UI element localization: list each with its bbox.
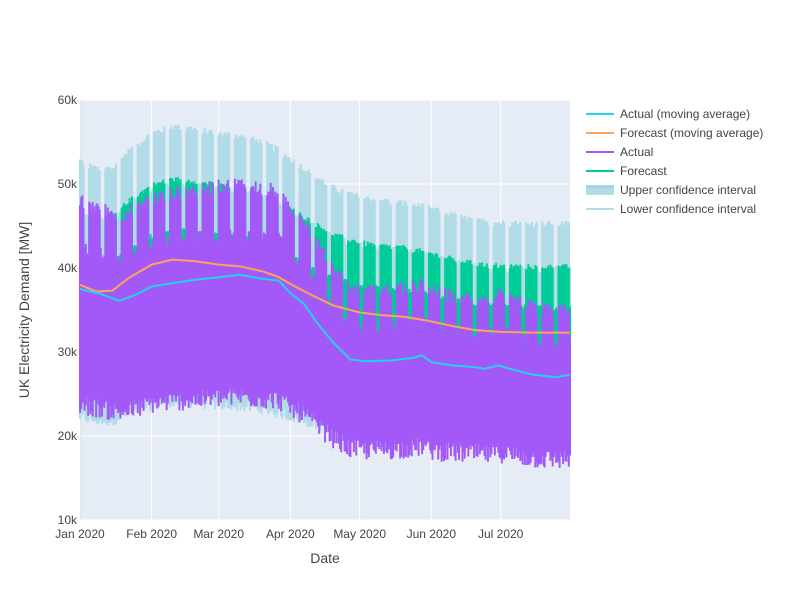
x-tick-label: Jul 2020 [478,527,524,541]
x-tick-label: Feb 2020 [126,527,177,541]
y-tick-label: 20k [58,429,78,443]
x-tick-label: Apr 2020 [266,527,315,541]
y-tick-label: 40k [58,261,78,275]
legend-label: Upper confidence interval [620,183,756,197]
legend-label: Forecast (moving average) [620,126,763,140]
x-tick-label: Jan 2020 [55,527,105,541]
legend-label: Lower confidence interval [620,202,756,216]
y-tick-label: 60k [58,93,78,107]
x-tick-label: Mar 2020 [193,527,244,541]
actual-series-band [79,178,571,468]
legend-item[interactable]: Actual [586,145,653,159]
x-axis-title: Date [310,550,340,566]
legend: Actual (moving average) Forecast (moving … [586,107,763,216]
legend-item[interactable]: Actual (moving average) [586,107,750,121]
y-tick-labels: 10k 20k 30k 40k 50k 60k [58,93,78,527]
band-layer [78,124,572,468]
legend-label: Forecast [620,164,667,178]
x-tick-label: Jun 2020 [407,527,457,541]
legend-label: Actual [620,145,653,159]
legend-item[interactable]: Forecast [586,164,667,178]
actual-moving-average-line [79,273,571,379]
x-tick-label: May 2020 [333,527,386,541]
legend-label: Actual (moving average) [620,107,750,121]
x-tick-labels: Jan 2020 Feb 2020 Mar 2020 Apr 2020 May 2020… [55,527,523,541]
legend-item[interactable]: Forecast (moving average) [586,126,763,140]
y-tick-label: 50k [58,177,78,191]
legend-item[interactable]: Lower confidence interval [586,202,756,216]
line-layer [79,258,571,379]
legend-swatch [586,185,614,195]
forecast-moving-average-line [79,258,570,334]
y-tick-label: 30k [58,345,78,359]
y-tick-label: 10k [58,513,78,527]
legend-item[interactable]: Upper confidence interval [586,183,756,197]
y-axis-title: UK Electricity Demand [MW] [16,222,32,399]
